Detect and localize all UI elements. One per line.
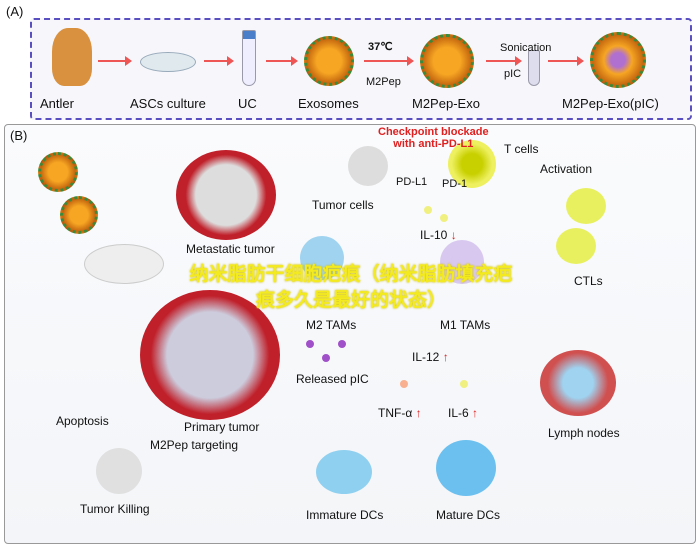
panel-a-label: (A): [6, 4, 24, 19]
t-cell-icon: [448, 140, 496, 188]
exosome-icon: [60, 196, 98, 234]
pic-particle: [338, 340, 346, 348]
panel-a: [30, 18, 692, 120]
ctl-icon: [566, 188, 606, 224]
primary-tumor-label: Primary tumor: [184, 420, 260, 434]
overlay-caption: 纳米脂肪干细胞疤痕（纳米脂肪填充疤痕多久是最好的状态）: [189, 264, 513, 311]
m2-tam-icon: [300, 236, 344, 280]
metastatic-tumor-label: Metastatic tumor: [186, 242, 275, 256]
mouse-icon: [84, 244, 164, 284]
step-label: M2Pep-Exo: [412, 96, 480, 111]
il6-label: IL-6 ↑: [448, 406, 478, 420]
cytokine: [400, 380, 408, 388]
arrow: [266, 56, 298, 66]
pic-particle: [322, 354, 330, 362]
arrow: [98, 56, 132, 66]
tumor-cell-icon: [348, 146, 388, 186]
il10-text: IL-10: [420, 228, 448, 242]
sonication-tube-icon: [528, 50, 540, 86]
tumor-cells-label: Tumor cells: [312, 198, 374, 212]
exosome-icon: [304, 36, 354, 86]
t-cells-label: T cells: [504, 142, 539, 156]
m2pep-label: M2Pep: [366, 76, 401, 88]
tumor-killing-label: Tumor Killing: [80, 502, 150, 516]
down-arrow-icon: ↓: [450, 228, 457, 242]
il12-label: IL-12 ↑: [412, 350, 449, 364]
ctls-label: CTLs: [574, 274, 603, 288]
step-label: UC: [238, 96, 257, 111]
lymph-node-icon: [540, 350, 616, 416]
cytokine: [440, 214, 448, 222]
petri-dish-icon: [140, 52, 196, 72]
immature-dcs-label: Immature DCs: [306, 508, 384, 522]
m1-tam-icon: [440, 240, 484, 284]
m2pep-exo-icon: [420, 34, 474, 88]
primary-tumor-icon: [140, 290, 280, 420]
arrow: [486, 56, 522, 66]
arrow: [364, 56, 414, 66]
metastatic-tumor-icon: [176, 150, 276, 240]
released-pic-label: Released pIC: [296, 372, 369, 386]
checkpoint-label: Checkpoint blockade with anti-PD-L1: [378, 126, 489, 150]
pic-particle: [306, 340, 314, 348]
deer-icon: [52, 28, 92, 86]
il12-text: IL-12: [412, 350, 440, 364]
m2-tams-label: M2 TAMs: [306, 318, 357, 332]
tnf-label: TNF-α ↑: [378, 406, 422, 420]
mature-dcs-label: Mature DCs: [436, 508, 501, 522]
exosome-icon: [38, 152, 78, 192]
immature-dc-icon: [316, 450, 372, 494]
pd-l1-label: PD-L1: [396, 176, 428, 188]
step-label: Exosomes: [298, 96, 359, 111]
sonication-label: Sonication: [500, 42, 552, 54]
tumor-killing-icon: [96, 448, 142, 494]
up-arrow-icon: ↑: [472, 406, 479, 420]
ctl-icon: [556, 228, 596, 264]
m1-tams-label: M1 TAMs: [440, 318, 491, 332]
lymph-nodes-label: Lymph nodes: [548, 426, 620, 440]
pd-1-label: PD-1: [442, 178, 468, 190]
m2pep-exo-pic-icon: [590, 32, 646, 88]
m2pep-targeting-label: M2Pep targeting: [150, 438, 239, 452]
step-label: M2Pep-Exo(pIC): [562, 96, 659, 111]
cytokine: [460, 380, 468, 388]
tube-icon: [242, 30, 256, 86]
up-arrow-icon: ↑: [442, 350, 449, 364]
step-label: ASCs culture: [130, 96, 206, 111]
activation-label: Activation: [540, 162, 593, 176]
pic-label: pIC: [504, 68, 522, 80]
il6-text: IL-6: [448, 406, 469, 420]
cytokine: [424, 206, 432, 214]
il10-label: IL-10 ↓: [420, 228, 457, 242]
up-arrow-icon: ↑: [415, 406, 422, 420]
arrow: [204, 56, 234, 66]
arrow: [548, 56, 584, 66]
step-label: Antler: [40, 96, 74, 111]
apoptosis-label: Apoptosis: [56, 414, 109, 428]
mature-dc-icon: [436, 440, 496, 496]
tnf-text: TNF-α: [378, 406, 413, 420]
temperature-label: 37℃: [368, 41, 393, 53]
panel-b-label: (B): [10, 128, 28, 143]
